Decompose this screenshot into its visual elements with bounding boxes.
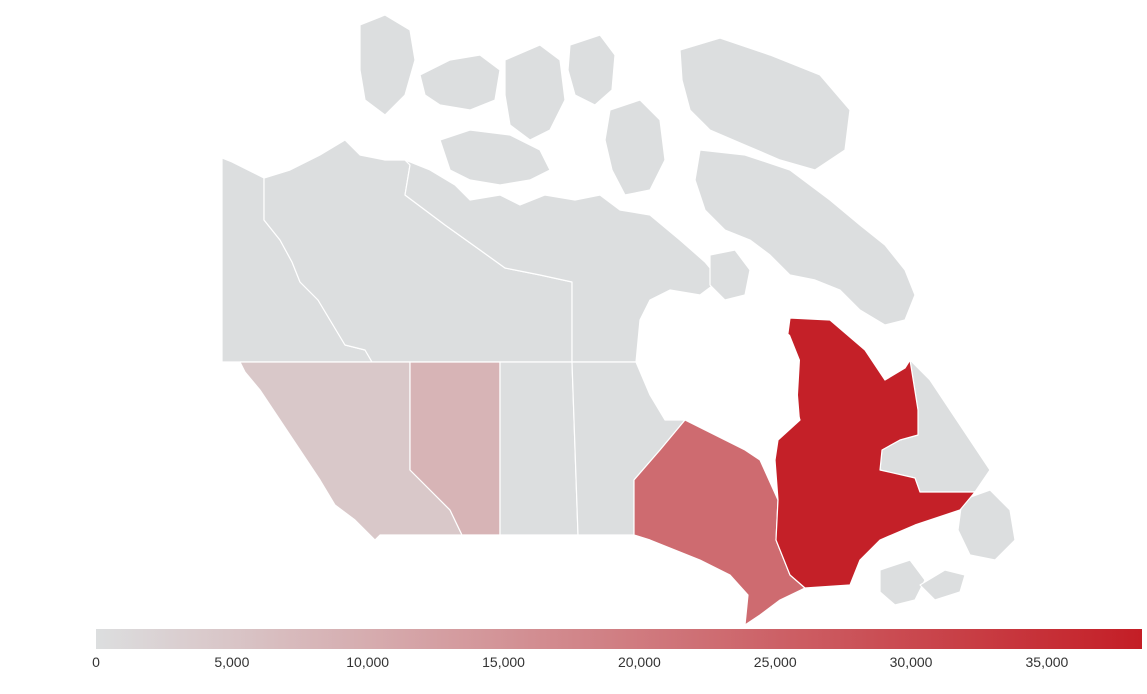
northern-territories <box>221 14 916 363</box>
legend-tick-label: 30,000 <box>889 654 933 670</box>
atlantic-region <box>879 359 1016 606</box>
region-arctic-island-victoria <box>439 129 551 186</box>
region-arctic-island-central <box>504 44 566 141</box>
region-arctic-island-ellesmere <box>679 37 851 171</box>
legend-tick-label: 25,000 <box>753 654 797 670</box>
region-newfoundland[interactable] <box>957 489 1016 561</box>
region-arctic-island-banks <box>359 14 416 116</box>
region-nunavut[interactable] <box>404 159 721 363</box>
region-arctic-island-baffin <box>694 149 916 326</box>
legend-tick-label: 35,000 <box>1025 654 1069 670</box>
region-quebec[interactable] <box>774 317 976 589</box>
region-nova-scotia[interactable] <box>919 569 966 601</box>
hudson-bay <box>636 300 800 460</box>
region-new-brunswick[interactable] <box>879 559 926 606</box>
region-saskatchewan[interactable] <box>499 361 579 536</box>
region-ontario[interactable] <box>633 419 806 626</box>
legend-tick-label: 0 <box>92 654 100 670</box>
region-arctic-island-hudson-east <box>709 249 751 301</box>
color-scale-bar <box>96 629 1142 649</box>
legend-tick-label: 15,000 <box>482 654 525 670</box>
legend-tick-label: 10,000 <box>346 654 390 670</box>
region-arctic-island-devon <box>567 34 616 106</box>
legend-tick-label: 20,000 <box>617 654 661 670</box>
region-arctic-island-melville <box>419 54 501 111</box>
region-arctic-island-southampton <box>604 99 666 196</box>
legend-tick-label: 5,000 <box>214 654 250 670</box>
